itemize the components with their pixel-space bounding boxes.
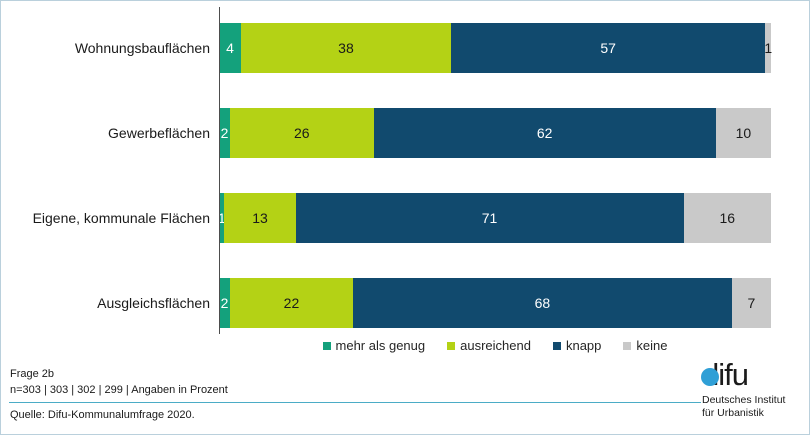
- segment-value: 1: [217, 209, 226, 226]
- y-axis-line: [219, 7, 220, 334]
- difu-logo-dot-icon: [701, 368, 719, 386]
- segment-value: 2: [220, 124, 229, 141]
- bar-segment: 7: [731, 277, 771, 328]
- bar-segment: 57: [450, 22, 766, 73]
- bar-segment: 4: [219, 22, 242, 73]
- footer-separator: [9, 402, 701, 403]
- segment-value: 38: [338, 39, 354, 56]
- segment-value: 10: [735, 124, 752, 141]
- legend-swatch-icon: [623, 341, 632, 350]
- segment-value: 22: [283, 294, 300, 311]
- difu-logo-subtitle: Deutsches Institut für Urbanistik: [702, 394, 804, 420]
- legend-label: mehr als genug: [335, 338, 426, 353]
- bar-segment: 10: [715, 107, 771, 158]
- category-label: Ausgleichsflächen: [97, 294, 210, 311]
- footer-note: n=303 | 303 | 302 | 299 | Angaben in Pro…: [10, 384, 228, 396]
- segment-value: 62: [536, 124, 553, 141]
- legend-swatch-icon: [322, 341, 331, 350]
- bar-segment: 68: [352, 277, 732, 328]
- bar-row: Wohnungsbauflächen 4 38 57 1: [1, 5, 773, 90]
- segment-value: 26: [294, 124, 310, 141]
- legend-swatch-icon: [447, 341, 456, 350]
- segment-value: 7: [747, 294, 756, 311]
- difu-logo-wordmark: difu: [701, 357, 749, 393]
- bar-segment: 71: [295, 192, 684, 243]
- bar-segment: 62: [373, 107, 716, 158]
- bar-segment: 22: [230, 277, 353, 328]
- bar-segment: 1: [764, 22, 773, 73]
- stacked-bar: 1 13 71 16: [217, 192, 771, 243]
- legend-item: ausreichend: [447, 338, 531, 353]
- bar-row: Gewerbeflächen 2 26 62 10: [1, 90, 771, 175]
- bar-segment: 13: [224, 192, 296, 243]
- bar-row: Ausgleichsflächen 2 22 68 7: [1, 260, 771, 345]
- segment-value: 2: [220, 294, 229, 311]
- segment-value: 57: [600, 39, 616, 56]
- difu-logo: difu Deutsches Institut für Urbanistik: [701, 357, 804, 420]
- bar-rows: Wohnungsbauflächen 4 38 57 1 Gewerbeflächen 2 2…: [1, 5, 773, 345]
- bar-segment: 38: [241, 22, 451, 73]
- segment-value: 68: [534, 294, 551, 311]
- bar-segment: 2: [219, 277, 231, 328]
- bar-segment: 2: [219, 107, 231, 158]
- stacked-bar: 2 22 68 7: [219, 277, 771, 328]
- legend-label: ausreichend: [460, 338, 531, 353]
- legend-swatch-icon: [552, 341, 561, 350]
- bar-segment: 1: [217, 192, 226, 243]
- category-label: Gewerbeflächen: [108, 124, 210, 141]
- segment-value: 71: [481, 209, 498, 226]
- bar-segment: 16: [683, 192, 771, 243]
- bar-segment: 26: [230, 107, 374, 158]
- category-label: Wohnungsbauflächen: [74, 39, 210, 56]
- segment-value: 4: [226, 39, 234, 56]
- segment-value: 13: [252, 209, 268, 226]
- segment-value: 16: [719, 209, 736, 226]
- legend-label: knapp: [565, 338, 602, 353]
- difu-logo-subtitle-line1: Deutsches Institut: [702, 394, 786, 406]
- legend-item: mehr als genug: [322, 338, 426, 353]
- bar-row: Eigene, kommunale Flächen 1 13 71 16: [1, 175, 771, 260]
- stacked-bar: 4 38 57 1: [219, 22, 773, 73]
- legend: mehr als genug ausreichend knapp keine: [219, 338, 771, 353]
- footer-question: Frage 2b: [10, 368, 55, 380]
- stacked-bar: 2 26 62 10: [219, 107, 771, 158]
- footer-source: Quelle: Difu-Kommunalumfrage 2020.: [10, 409, 195, 421]
- difu-logo-subtitle-line2: für Urbanistik: [702, 407, 764, 419]
- legend-item: knapp: [552, 338, 602, 353]
- legend-item: keine: [623, 338, 667, 353]
- category-label: Eigene, kommunale Flächen: [32, 209, 210, 226]
- legend-label: keine: [636, 338, 668, 353]
- segment-value: 1: [764, 39, 773, 56]
